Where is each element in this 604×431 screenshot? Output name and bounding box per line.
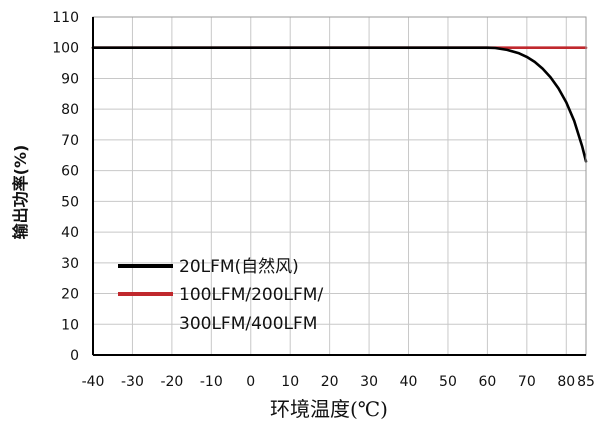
- legend-label: 100LFM/200LFM/: [179, 285, 323, 305]
- y-tick-label: 100: [52, 41, 79, 57]
- y-tick-label: 30: [61, 256, 79, 272]
- y-axis-title: 输出功率(%): [11, 145, 30, 240]
- y-tick-label: 50: [61, 194, 79, 210]
- series-line: [91, 46, 588, 163]
- x-tick-label: 10: [281, 374, 299, 390]
- y-tick-label: 40: [61, 225, 79, 241]
- legend-label: 20LFM(自然风): [179, 257, 299, 277]
- grid-layer: [92, 16, 587, 356]
- y-tick-label: 20: [61, 287, 79, 303]
- y-tick-label: 10: [61, 317, 79, 333]
- x-tick-label: -40: [82, 374, 105, 390]
- x-tick-label: 0: [246, 374, 255, 390]
- x-axis-title: 环境温度(℃): [270, 397, 388, 421]
- y-tick-label: 60: [61, 164, 79, 180]
- x-tick-label: -10: [200, 374, 223, 390]
- y-tick-label: 70: [61, 133, 79, 149]
- x-tick-label: 30: [360, 374, 378, 390]
- x-tick-label: 70: [518, 374, 536, 390]
- axis-layer: -40 -30 -20 -10 0 10 20 30 40 50 60 70 80 85010203040…: [52, 10, 595, 390]
- x-tick-label: 40: [400, 374, 418, 390]
- y-tick-label: 0: [70, 348, 79, 364]
- x-tick-label: -20: [160, 374, 183, 390]
- x-tick-label: 85: [577, 374, 595, 390]
- series-layer: [91, 46, 588, 163]
- x-tick-label: 80: [557, 374, 575, 390]
- x-tick-label: -30: [121, 374, 144, 390]
- legend-label: 300LFM/400LFM: [179, 314, 317, 334]
- x-tick-label: 20: [321, 374, 339, 390]
- x-tick-label: 50: [439, 374, 457, 390]
- plot-frame: [92, 16, 587, 356]
- y-tick-label: 80: [61, 102, 79, 118]
- y-tick-label: 90: [61, 71, 79, 87]
- x-tick-label: 60: [478, 374, 496, 390]
- y-tick-label: 110: [52, 10, 79, 26]
- legend-layer: 20LFM(自然风) 100LFM/200LFM/300LFM/400LFM: [118, 257, 323, 334]
